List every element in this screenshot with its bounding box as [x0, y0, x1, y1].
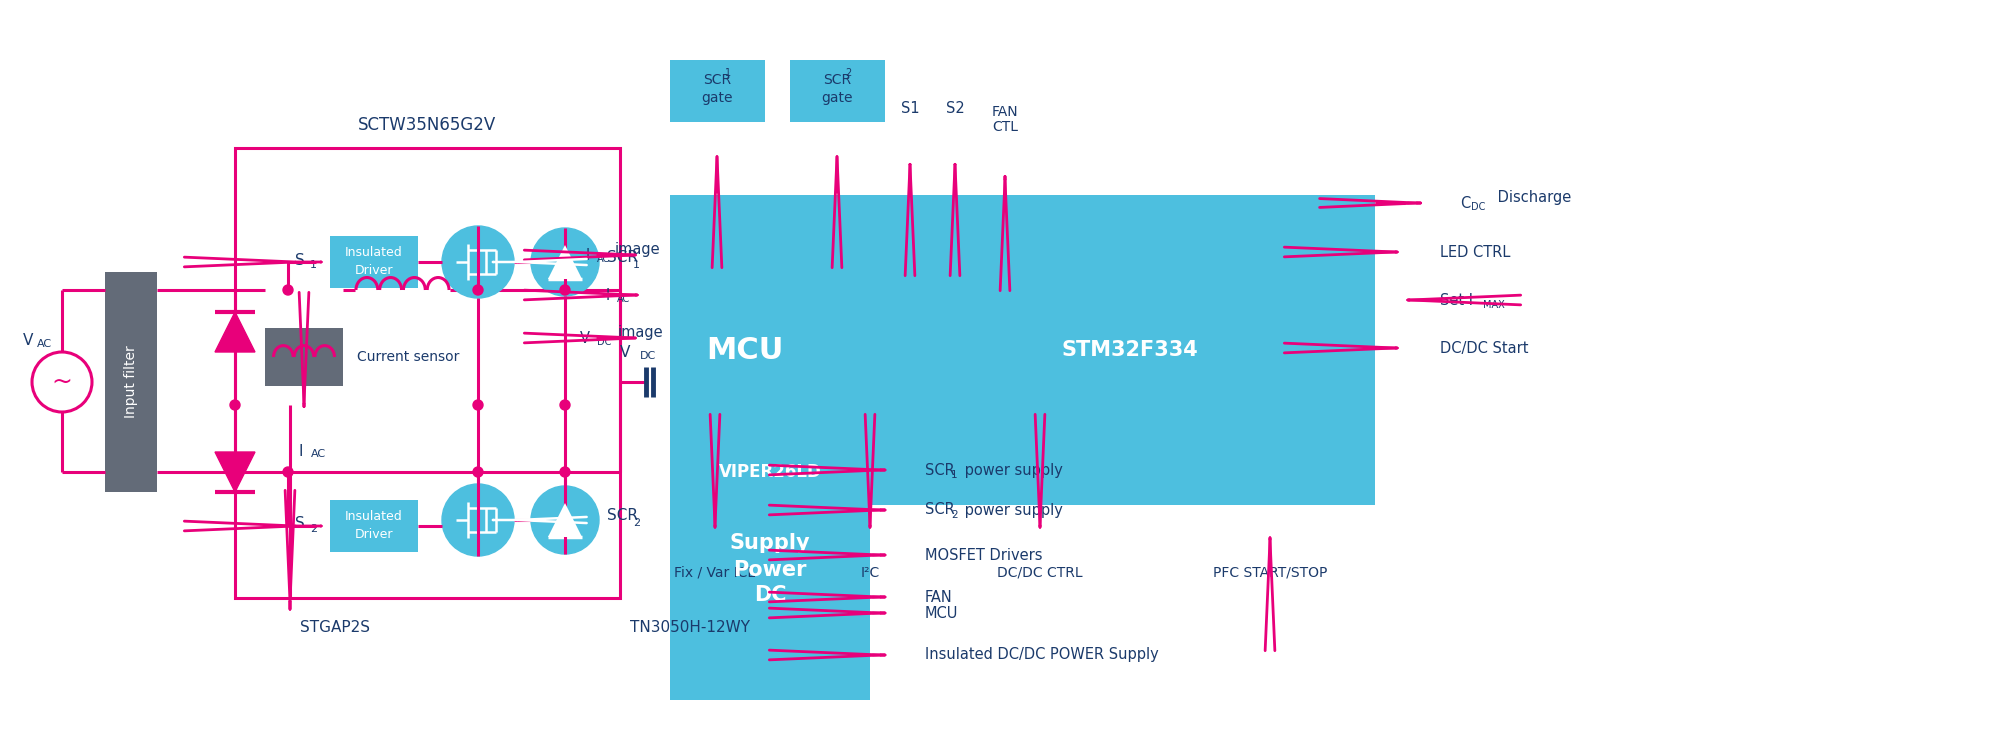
Text: ~: ~ — [52, 370, 72, 394]
Text: image: image — [616, 241, 660, 256]
Circle shape — [473, 285, 483, 295]
Text: S: S — [296, 516, 304, 531]
Bar — [670, 195, 1375, 505]
Text: I: I — [298, 443, 304, 458]
Text: DC: DC — [598, 337, 612, 347]
Text: FAN: FAN — [926, 589, 952, 604]
Polygon shape — [215, 452, 256, 492]
Text: V: V — [620, 344, 630, 360]
Text: 1: 1 — [950, 470, 958, 480]
Text: DC: DC — [753, 585, 787, 605]
Text: Insulated DC/DC POWER Supply: Insulated DC/DC POWER Supply — [926, 647, 1159, 662]
Text: AC: AC — [618, 294, 630, 304]
Text: gate: gate — [701, 91, 733, 105]
Text: 1: 1 — [310, 260, 316, 270]
Text: SCR: SCR — [608, 507, 638, 522]
Text: 1: 1 — [632, 260, 640, 270]
Text: 2: 2 — [310, 524, 318, 534]
Text: I: I — [586, 247, 590, 262]
Text: Power: Power — [733, 560, 807, 580]
Text: 1: 1 — [725, 68, 731, 78]
Bar — [330, 236, 419, 288]
Text: V: V — [22, 332, 32, 347]
Text: DC/DC Start: DC/DC Start — [1439, 340, 1528, 355]
Text: image: image — [618, 325, 664, 340]
Text: I: I — [606, 288, 610, 302]
Text: MCU: MCU — [707, 335, 783, 364]
Text: MAX: MAX — [1484, 300, 1506, 310]
Text: V: V — [580, 331, 590, 346]
Text: PFC START/STOP: PFC START/STOP — [1212, 566, 1327, 580]
Polygon shape — [548, 503, 582, 537]
Text: S2: S2 — [946, 101, 964, 115]
Text: SCR: SCR — [926, 463, 954, 478]
Polygon shape — [548, 245, 582, 279]
Bar — [236, 148, 620, 598]
Bar — [670, 60, 765, 122]
Bar — [670, 430, 870, 700]
Text: Insulated: Insulated — [344, 510, 403, 522]
Text: DC: DC — [640, 351, 656, 361]
Circle shape — [443, 226, 513, 298]
Bar — [330, 500, 419, 552]
Text: LED CTRL: LED CTRL — [1439, 244, 1510, 259]
Text: DC: DC — [1472, 202, 1486, 212]
Bar — [266, 328, 342, 386]
Text: CTL: CTL — [992, 120, 1019, 134]
Text: gate: gate — [821, 91, 854, 105]
Text: SCTW35N65G2V: SCTW35N65G2V — [358, 116, 495, 134]
Text: TN3050H-12WY: TN3050H-12WY — [630, 621, 751, 635]
Bar — [789, 60, 886, 122]
Text: AC: AC — [598, 254, 610, 264]
Text: 2: 2 — [950, 510, 958, 520]
Text: SCR: SCR — [703, 73, 731, 87]
Text: STM32F334: STM32F334 — [1061, 340, 1198, 360]
Text: Supply: Supply — [729, 533, 811, 553]
Text: Insulated: Insulated — [344, 246, 403, 259]
Text: Set I: Set I — [1439, 293, 1474, 308]
Circle shape — [473, 467, 483, 477]
Text: SCR: SCR — [926, 502, 954, 518]
Text: C: C — [1459, 195, 1469, 211]
Text: STGAP2S: STGAP2S — [300, 621, 370, 635]
Circle shape — [284, 467, 294, 477]
Text: power supply: power supply — [960, 463, 1063, 478]
Polygon shape — [215, 312, 256, 352]
Text: FAN: FAN — [992, 105, 1019, 119]
Text: Discharge: Discharge — [1494, 189, 1572, 204]
Text: DC/DC CTRL: DC/DC CTRL — [996, 566, 1083, 580]
Text: Fix / Var ICL: Fix / Var ICL — [674, 566, 755, 580]
Text: S: S — [296, 253, 304, 267]
Text: Current sensor: Current sensor — [356, 350, 459, 364]
Text: 2: 2 — [632, 518, 640, 528]
Text: VIPER26LD: VIPER26LD — [719, 463, 821, 481]
Bar — [105, 272, 157, 492]
Text: MCU: MCU — [926, 606, 958, 621]
Circle shape — [531, 486, 600, 554]
Text: Driver: Driver — [354, 527, 393, 541]
Text: 2: 2 — [845, 68, 851, 78]
Circle shape — [560, 467, 570, 477]
Circle shape — [560, 285, 570, 295]
Circle shape — [443, 484, 513, 556]
Text: SCR: SCR — [608, 250, 638, 264]
Text: Input filter: Input filter — [125, 346, 139, 419]
Text: S1: S1 — [900, 101, 920, 115]
Text: I²C: I²C — [860, 566, 880, 580]
Circle shape — [473, 400, 483, 410]
Circle shape — [229, 400, 240, 410]
Text: power supply: power supply — [960, 502, 1063, 518]
Circle shape — [560, 400, 570, 410]
Text: SCR: SCR — [823, 73, 851, 87]
Text: MOSFET Drivers: MOSFET Drivers — [926, 548, 1043, 562]
Text: Driver: Driver — [354, 264, 393, 276]
Text: AC: AC — [36, 339, 52, 349]
Circle shape — [531, 228, 600, 296]
Circle shape — [284, 285, 294, 295]
Text: AC: AC — [310, 449, 326, 459]
